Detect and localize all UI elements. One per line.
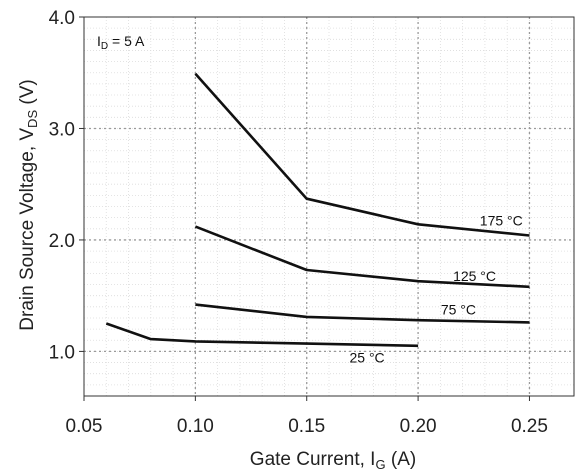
y-tick-label: 4.0 xyxy=(49,8,75,29)
y-axis-title-sub: DS xyxy=(25,110,40,128)
y-axis-title: Drain Source Voltage, VDS (V) xyxy=(17,79,40,330)
x-axis-title-main: Gate Current, I xyxy=(250,449,376,470)
annotation-tail: = 5 A xyxy=(108,33,145,49)
x-tick-label: 0.20 xyxy=(400,416,437,437)
major-grid xyxy=(84,17,574,396)
x-axis-title-sub: G xyxy=(375,457,385,472)
y-axis-title-main: Drain Source Voltage, V xyxy=(17,128,38,331)
series-label-4: 25 °C xyxy=(350,350,385,366)
x-tick-label: 0.25 xyxy=(511,416,548,437)
x-axis-title-tail: (A) xyxy=(386,449,417,470)
y-tick-label: 1.0 xyxy=(49,342,75,363)
minor-grid xyxy=(84,17,574,396)
series-label-3: 75 °C xyxy=(441,302,476,318)
y-tick-label: 3.0 xyxy=(49,119,75,140)
series-label-1: 175 °C xyxy=(480,212,523,228)
series-labels: 175 °C 125 °C 75 °C 25 °C xyxy=(350,212,523,365)
x-tick-label: 0.05 xyxy=(66,416,103,437)
y-axis-title-tail: (V) xyxy=(17,79,38,110)
annotation-drain-current: ID = 5 A xyxy=(97,33,145,52)
series-line-3 xyxy=(195,303,530,324)
y-tick-label: 2.0 xyxy=(49,231,75,252)
series-line-2 xyxy=(194,225,530,289)
annotation-sub: D xyxy=(101,41,108,52)
x-tick-label: 0.15 xyxy=(288,416,325,437)
series-label-2: 125 °C xyxy=(453,268,496,284)
y-tick-labels: 1.0 2.0 3.0 4.0 xyxy=(49,8,75,363)
x-tick-labels: 0.05 0.10 0.15 0.20 0.25 xyxy=(66,416,548,437)
series-line-4 xyxy=(105,322,419,348)
series-lines xyxy=(105,72,530,348)
tick-marks xyxy=(79,16,530,401)
x-tick-label: 0.10 xyxy=(177,416,214,437)
plot-frame xyxy=(83,16,575,397)
x-axis-title: Gate Current, IG (A) xyxy=(250,449,416,472)
annotation-main: I xyxy=(97,33,101,49)
series-line-1 xyxy=(194,72,530,237)
